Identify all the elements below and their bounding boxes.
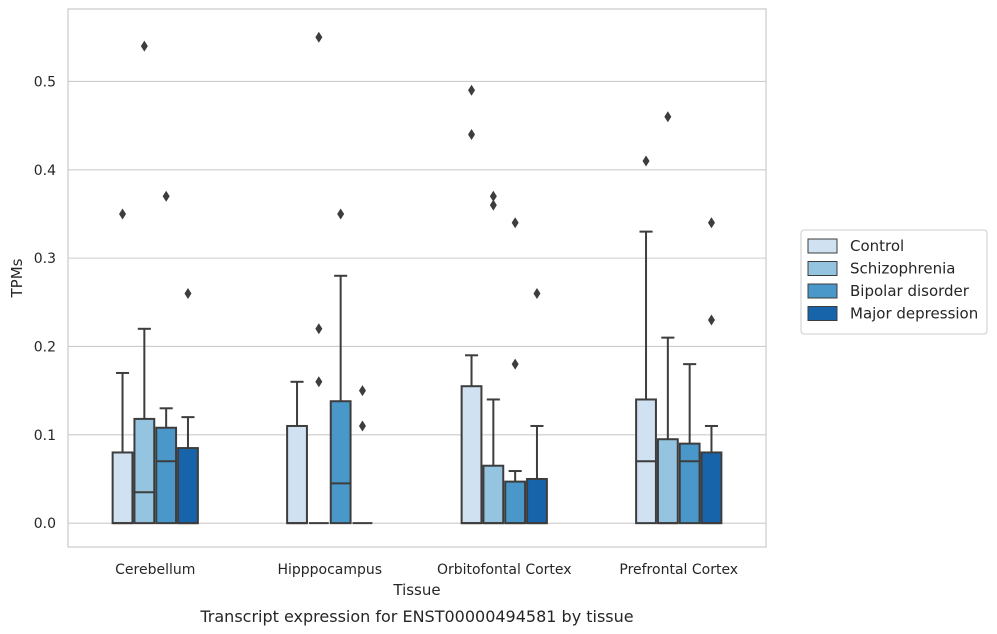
outlier-point	[140, 40, 148, 52]
box-body	[111, 451, 134, 525]
box-body	[329, 400, 352, 525]
outlier-point	[489, 199, 497, 211]
box-schizophrenia-2	[482, 190, 505, 525]
outlier-point	[642, 155, 650, 167]
x-tick-label: Orbitofontal Cortex	[437, 562, 572, 578]
legend[interactable]: Control Schizophrenia Bipolar disorder Majo…	[800, 229, 988, 335]
x-axis-ticks: Cerebellum Hipppocampus Orbitofontal Corte…	[115, 562, 738, 578]
outlier-point	[468, 128, 476, 140]
x-tick-label: Prefrontal Cortex	[619, 562, 738, 578]
box-body	[460, 385, 483, 525]
outlier-point	[184, 287, 192, 299]
outlier-point	[315, 323, 323, 335]
box-bipolar-disorder-2	[504, 217, 527, 525]
chart-caption: Transcript expression for ENST0000049458…	[199, 607, 633, 626]
legend-item[interactable]: Schizophrenia	[807, 260, 955, 278]
legend-item[interactable]: Bipolar disorder	[807, 282, 970, 300]
outlier-point	[707, 217, 715, 229]
box-body	[700, 451, 723, 525]
box-bipolar-disorder-0	[155, 190, 178, 525]
box-body	[656, 438, 679, 525]
y-axis-ticks: 0.0 0.1 0.2 0.3 0.4 0.5	[34, 74, 56, 532]
outlier-point	[489, 190, 497, 202]
outlier-point	[119, 208, 127, 220]
legend-label: Control	[850, 237, 904, 255]
y-tick-label: 0.0	[34, 516, 56, 532]
box-schizophrenia-3	[656, 111, 679, 525]
box-control-0	[111, 208, 134, 525]
outlier-point	[315, 31, 323, 43]
box-schizophrenia-0	[133, 40, 156, 525]
outlier-point	[707, 314, 715, 326]
legend-swatch	[807, 238, 838, 254]
legend-swatch	[807, 283, 838, 299]
box-major-depression-0	[177, 287, 199, 525]
x-tick-label: Hipppocampus	[277, 562, 382, 578]
outlier-point	[511, 358, 519, 370]
legend-label: Schizophrenia	[850, 260, 955, 278]
outlier-point	[162, 190, 170, 202]
legend-label: Major depression	[850, 305, 978, 323]
outlier-point	[468, 84, 476, 96]
box-control-1	[286, 380, 308, 525]
box-body	[177, 447, 199, 525]
legend-item[interactable]: Control	[807, 237, 904, 255]
outlier-point	[358, 420, 366, 432]
outlier-point	[337, 208, 345, 220]
box-body	[678, 442, 701, 525]
box-major-depression-1	[352, 385, 373, 525]
y-tick-label: 0.1	[34, 428, 56, 444]
box-body	[133, 417, 156, 525]
box-body	[526, 477, 548, 525]
plot-area-frame	[67, 8, 767, 548]
box-control-3	[635, 155, 657, 525]
legend-swatch	[807, 261, 838, 276]
outlier-point	[664, 111, 672, 123]
y-tick-label: 0.4	[34, 163, 56, 179]
box-major-depression-3	[700, 217, 723, 525]
box-bipolar-disorder-3	[678, 363, 701, 525]
box-schizophrenia-1	[308, 31, 329, 525]
box-body	[482, 464, 505, 525]
outlier-point	[511, 217, 519, 229]
legend-swatch	[807, 306, 838, 321]
box-body	[155, 426, 178, 525]
x-axis-label: Tissue	[392, 581, 440, 599]
legend-label: Bipolar disorder	[850, 282, 970, 300]
box-bipolar-disorder-1	[329, 208, 352, 525]
box-plot-marks	[111, 31, 723, 525]
box-major-depression-2	[526, 287, 548, 525]
y-axis-label: TPMs	[8, 258, 26, 298]
y-tick-label: 0.5	[34, 74, 56, 90]
x-tick-label: Cerebellum	[115, 562, 195, 578]
outlier-point	[533, 287, 541, 299]
outlier-point	[358, 385, 366, 397]
box-body	[504, 480, 527, 525]
legend-frame	[800, 229, 988, 335]
y-tick-label: 0.3	[34, 251, 56, 267]
box-control-2	[460, 84, 483, 525]
box-body	[286, 424, 308, 525]
outlier-point	[315, 376, 323, 388]
y-tick-label: 0.2	[34, 339, 56, 355]
legend-item[interactable]: Major depression	[807, 305, 978, 323]
